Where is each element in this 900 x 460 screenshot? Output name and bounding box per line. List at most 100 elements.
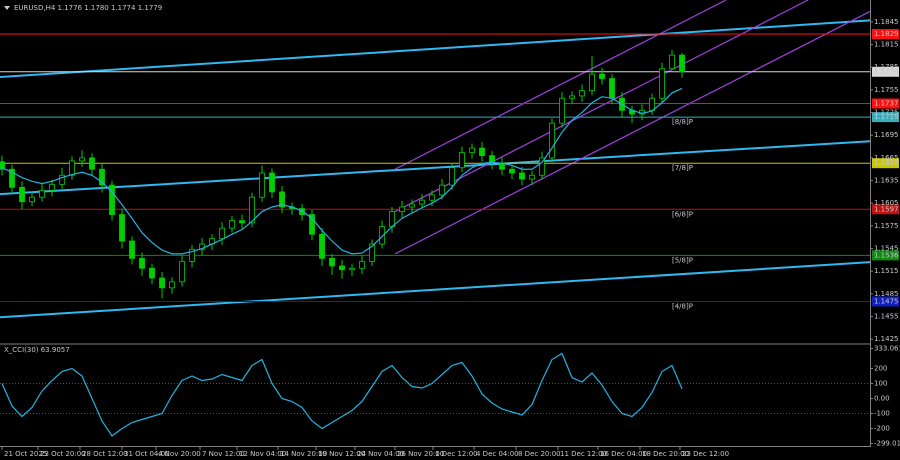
candle-body: [249, 196, 255, 224]
x-tick-label: 28 Oct 12:00: [82, 450, 128, 458]
candle-body: [679, 54, 685, 73]
title-icon: [4, 6, 10, 10]
x-tick-label: 1 Dec 12:00: [435, 450, 478, 458]
level-price-box: [872, 296, 899, 307]
candle-body: [589, 73, 595, 92]
candle-body: [349, 267, 355, 271]
x-tick-label: 8 Dec 20:00: [518, 450, 561, 458]
candle-body: [179, 261, 185, 283]
candle-body: [429, 194, 435, 201]
y-tick-label: 1.1605: [874, 199, 899, 207]
y-tick-label: -299.013: [874, 439, 900, 447]
y-tick-label: 1.1425: [874, 335, 899, 343]
level-price-label: 1.1719: [874, 113, 899, 121]
candle-body: [189, 248, 195, 262]
level-price-box: [872, 98, 899, 109]
candle-body: [69, 160, 75, 176]
x-tick-label: 19 Nov 12:00: [318, 450, 365, 458]
y-tick-label: 1.1635: [874, 177, 899, 185]
level-price-label: 1.1658: [874, 159, 899, 167]
level-price-label: 1.1829: [874, 30, 899, 38]
candle-body: [439, 184, 445, 196]
trend-line: [0, 19, 870, 79]
x-tick-label: 12 Nov 04:00: [239, 450, 286, 458]
moving-average: [1, 87, 683, 255]
candle-body: [549, 122, 555, 159]
level-price-box: [872, 250, 899, 261]
candle-body: [39, 189, 45, 198]
candle-body: [9, 168, 15, 188]
candle-body: [399, 206, 405, 212]
candle-body: [149, 267, 155, 279]
x-tick-label: 23 Dec 12:00: [682, 450, 729, 458]
candle-body: [459, 152, 465, 169]
trend-line: [0, 140, 870, 196]
y-tick-label: 333.061: [874, 345, 900, 353]
candle-body: [649, 97, 655, 111]
candle-body: [239, 220, 245, 224]
candle-body: [539, 157, 545, 176]
candle-body: [229, 220, 235, 229]
level-price-label: 1.1737: [874, 100, 899, 108]
level-price-box: [872, 112, 899, 123]
x-tick-label: 11 Dec 12:00: [560, 450, 607, 458]
candle-body: [159, 277, 165, 289]
candle-body: [139, 257, 145, 269]
candle-body: [369, 243, 375, 262]
candle-body: [19, 186, 25, 203]
x-tick-label: 4 Dec 04:00: [476, 450, 519, 458]
candle-body: [659, 68, 665, 99]
x-tick-label: 26 Nov 20:00: [397, 450, 444, 458]
candle-body: [359, 261, 365, 269]
trend-line: [394, 0, 727, 170]
candle-body: [419, 199, 425, 205]
x-tick-label: 18 Dec 20:00: [642, 450, 689, 458]
y-tick-label: -200: [874, 425, 890, 433]
candle-body: [479, 147, 485, 157]
candle-body: [579, 90, 585, 97]
candle-body: [469, 147, 475, 154]
level-price-box: [872, 28, 899, 39]
y-tick-label: 1.1845: [874, 18, 899, 26]
y-tick-label: 1.1695: [874, 131, 899, 139]
candle-body: [509, 168, 515, 174]
candle-body: [59, 174, 65, 185]
candle-body: [449, 167, 455, 186]
y-tick-label: 1.1815: [874, 41, 899, 49]
candle-body: [109, 184, 115, 215]
candle-body: [259, 172, 265, 198]
level-tag: [7/8]P: [672, 164, 693, 172]
candle-body: [329, 257, 335, 267]
y-tick-label: 1.1515: [874, 267, 899, 275]
x-tick-label: 4 Nov 20:00: [158, 450, 201, 458]
y-tick-label: 1.1455: [874, 313, 899, 321]
candle-body: [559, 97, 565, 124]
trend-line: [0, 261, 870, 319]
candle-body: [409, 203, 415, 208]
candle-body: [89, 157, 95, 170]
level-tag: [6/8]P: [672, 210, 693, 218]
candle-body: [0, 161, 5, 170]
cci-title: X_CCI(30) 63.9057: [4, 346, 70, 354]
candle-body: [609, 78, 615, 99]
x-tick-label: 7 Nov 12:00: [202, 450, 245, 458]
candle-body: [569, 95, 575, 99]
candle-body: [529, 174, 535, 180]
level-price-label: 1.1597: [874, 205, 899, 213]
candle-body: [389, 211, 395, 228]
y-tick-label: 1.1665: [874, 154, 899, 162]
x-tick-label: 31 Oct 04:00: [124, 450, 170, 458]
y-tick-label: 1.1545: [874, 245, 899, 253]
candle-body: [319, 233, 325, 259]
price-panel: [0, 0, 870, 319]
candle-body: [199, 243, 205, 250]
y-tick-label: 0.00: [874, 395, 890, 403]
candle-body: [519, 172, 525, 180]
level-price-label: 1.1475: [874, 297, 899, 305]
candle-body: [79, 157, 85, 162]
candle-body: [219, 227, 225, 240]
cci-line: [1, 352, 683, 437]
level-tag: [4/8]P: [672, 302, 693, 310]
cci-panel: [0, 352, 870, 437]
